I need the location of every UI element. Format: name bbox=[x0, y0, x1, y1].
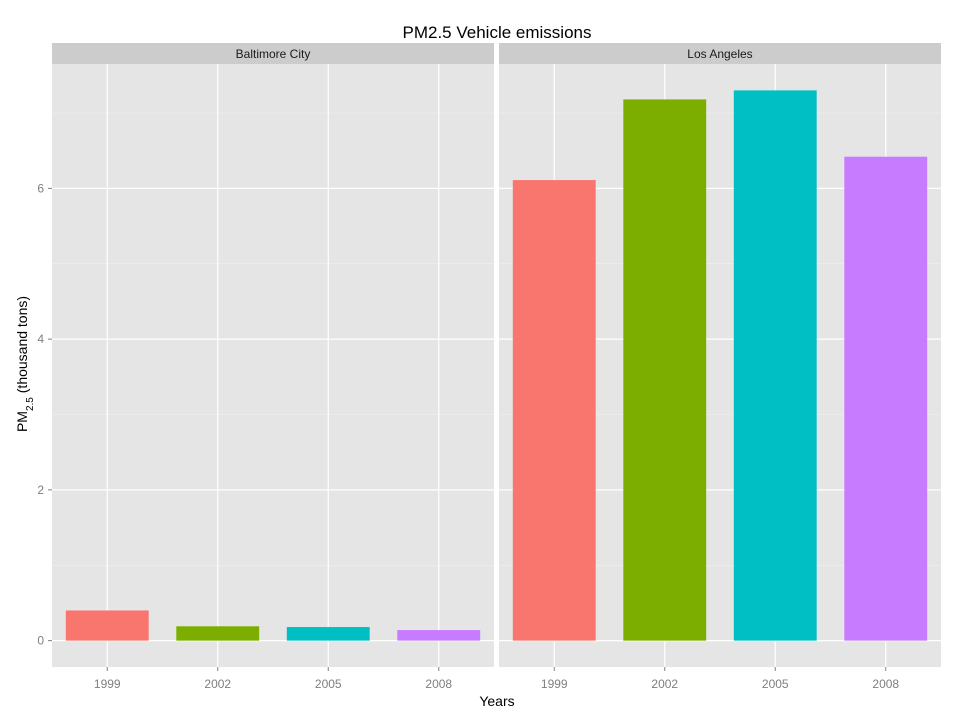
bar-2005 bbox=[733, 90, 817, 641]
x-tick-label: 2005 bbox=[315, 677, 342, 691]
panel-0: Baltimore City 1999 2002 2005 2008 bbox=[52, 43, 494, 691]
x-tick-label: 2002 bbox=[651, 677, 678, 691]
x-tick-label: 2002 bbox=[204, 677, 231, 691]
x-axis-title: Years bbox=[479, 693, 514, 709]
facet-strip bbox=[52, 43, 494, 64]
y-tick-label: 0 bbox=[37, 634, 44, 648]
y-axis-title: PM2.5 (thousand tons) bbox=[14, 296, 36, 432]
x-tick-label: 2005 bbox=[762, 677, 789, 691]
facet-strip bbox=[499, 43, 941, 64]
y-axis: 0 2 4 6 bbox=[37, 181, 52, 648]
bar-2008 bbox=[844, 156, 928, 641]
bar-2008 bbox=[397, 630, 481, 641]
facet-strip-label: Baltimore City bbox=[236, 47, 311, 61]
y-tick-label: 6 bbox=[37, 181, 44, 195]
x-tick-label: 2008 bbox=[872, 677, 899, 691]
bar-1999 bbox=[65, 610, 149, 641]
y-axis-title-main: PM bbox=[14, 411, 30, 432]
bar-2002 bbox=[623, 99, 707, 641]
panel-1: Los Angeles 1999 2002 2005 2008 bbox=[499, 43, 941, 691]
y-tick-label: 4 bbox=[37, 332, 44, 346]
x-tick-label: 1999 bbox=[94, 677, 121, 691]
x-tick-label: 2008 bbox=[425, 677, 452, 691]
y-axis-title-subscript: 2.5 bbox=[25, 397, 36, 411]
bar-2005 bbox=[286, 627, 370, 641]
y-axis-title-unit: (thousand tons) bbox=[14, 296, 30, 397]
chart-title: PM2.5 Vehicle emissions bbox=[403, 23, 592, 42]
y-tick-label: 2 bbox=[37, 483, 44, 497]
bar-1999 bbox=[512, 180, 596, 641]
facet-strip-label: Los Angeles bbox=[687, 47, 752, 61]
panel-background bbox=[52, 64, 494, 667]
bar-2002 bbox=[176, 626, 260, 641]
x-tick-label: 1999 bbox=[541, 677, 568, 691]
